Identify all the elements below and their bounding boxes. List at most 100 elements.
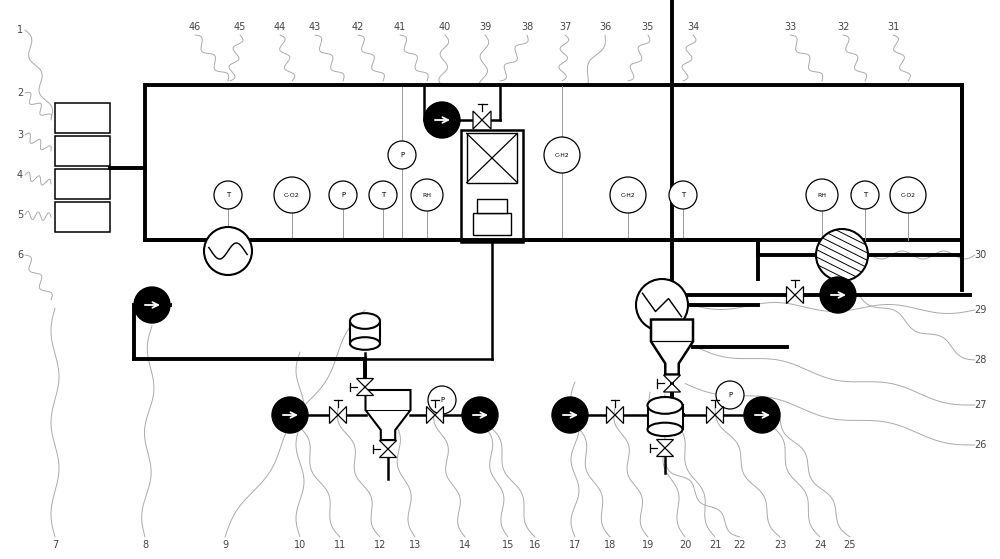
Bar (55, 169, 110, 199)
Circle shape (134, 287, 170, 323)
Text: 32: 32 (837, 22, 849, 32)
Text: P: P (341, 192, 345, 198)
Circle shape (462, 397, 498, 433)
Bar (461, 130, 523, 242)
Text: 13: 13 (409, 540, 421, 550)
Text: 34: 34 (687, 22, 699, 32)
Circle shape (820, 277, 856, 313)
Text: 40: 40 (439, 22, 451, 32)
Circle shape (369, 181, 397, 209)
Circle shape (214, 181, 242, 209)
Text: 20: 20 (679, 540, 691, 550)
Text: 39: 39 (479, 22, 491, 32)
Circle shape (204, 227, 252, 275)
Circle shape (272, 397, 308, 433)
Polygon shape (664, 375, 680, 392)
Ellipse shape (648, 423, 682, 436)
Text: 11: 11 (334, 540, 346, 550)
Polygon shape (473, 111, 491, 129)
Text: T: T (863, 192, 867, 198)
Text: T: T (226, 192, 230, 198)
Text: 8: 8 (142, 540, 148, 550)
Text: 43: 43 (309, 22, 321, 32)
Text: 10: 10 (294, 540, 306, 550)
Text: 9: 9 (222, 540, 228, 550)
Text: 36: 36 (599, 22, 611, 32)
Polygon shape (656, 439, 674, 457)
Text: 2: 2 (17, 88, 23, 98)
Text: 17: 17 (569, 540, 581, 550)
Bar (350, 321, 380, 343)
Text: 28: 28 (974, 355, 986, 365)
Text: P: P (400, 152, 404, 158)
Text: T: T (381, 192, 385, 198)
Polygon shape (651, 320, 693, 375)
Text: 3: 3 (17, 130, 23, 140)
Text: 41: 41 (394, 22, 406, 32)
Text: 4: 4 (17, 170, 23, 180)
Polygon shape (706, 406, 724, 424)
Circle shape (851, 181, 879, 209)
Ellipse shape (350, 337, 380, 350)
Text: 35: 35 (642, 22, 654, 32)
Text: 42: 42 (352, 22, 364, 32)
Polygon shape (356, 378, 374, 396)
Text: 46: 46 (189, 22, 201, 32)
Circle shape (329, 181, 357, 209)
Bar (648, 405, 682, 429)
Ellipse shape (648, 397, 682, 414)
Bar (467, 134, 517, 183)
Text: T: T (681, 192, 685, 198)
Text: 26: 26 (974, 440, 986, 450)
Text: 7: 7 (52, 540, 58, 550)
Polygon shape (606, 406, 624, 424)
Text: 27: 27 (974, 400, 986, 410)
Text: 16: 16 (529, 540, 541, 550)
Circle shape (744, 397, 780, 433)
Bar (473, 213, 511, 235)
Text: C-H2: C-H2 (621, 192, 635, 197)
Circle shape (544, 137, 580, 173)
Text: RH: RH (818, 192, 827, 197)
Text: 30: 30 (974, 250, 986, 260)
Text: 14: 14 (459, 540, 471, 550)
Bar (477, 200, 507, 213)
Text: P: P (728, 392, 732, 398)
Circle shape (636, 279, 688, 331)
Bar (55, 103, 110, 133)
Text: C-H2: C-H2 (555, 153, 569, 158)
Text: 21: 21 (709, 540, 721, 550)
Text: 1: 1 (17, 25, 23, 35)
Polygon shape (786, 287, 804, 304)
Text: 25: 25 (844, 540, 856, 550)
Text: 18: 18 (604, 540, 616, 550)
Bar (55, 202, 110, 232)
Polygon shape (330, 406, 347, 424)
Text: 31: 31 (887, 22, 899, 32)
Circle shape (816, 229, 868, 281)
Circle shape (669, 181, 697, 209)
Circle shape (388, 141, 416, 169)
Circle shape (806, 179, 838, 211)
Ellipse shape (350, 313, 380, 329)
Text: 38: 38 (521, 22, 533, 32)
Text: RH: RH (422, 192, 431, 197)
Circle shape (552, 397, 588, 433)
Bar (145, 85, 962, 240)
Text: 15: 15 (502, 540, 514, 550)
Circle shape (274, 177, 310, 213)
Polygon shape (366, 390, 410, 440)
Circle shape (716, 381, 744, 409)
Text: 6: 6 (17, 250, 23, 260)
Text: 24: 24 (814, 540, 826, 550)
Text: 5: 5 (17, 210, 23, 220)
Text: 29: 29 (974, 305, 986, 315)
Text: 37: 37 (559, 22, 571, 32)
Polygon shape (426, 406, 443, 424)
Text: C-O2: C-O2 (900, 192, 916, 197)
Text: 23: 23 (774, 540, 786, 550)
Text: 33: 33 (784, 22, 796, 32)
Circle shape (890, 177, 926, 213)
Bar (55, 136, 110, 166)
Circle shape (424, 102, 460, 138)
